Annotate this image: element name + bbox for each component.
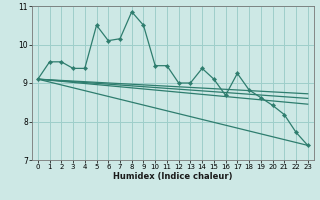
X-axis label: Humidex (Indice chaleur): Humidex (Indice chaleur) xyxy=(113,172,233,181)
